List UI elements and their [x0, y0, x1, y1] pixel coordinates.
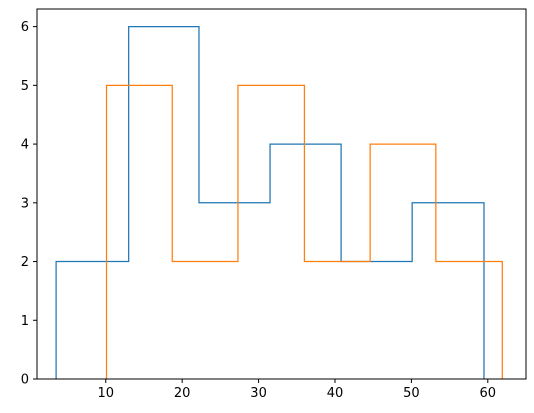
- y-axis: 0 1 2 3 4 5 6: [21, 20, 37, 388]
- x-tick-label: 30: [250, 386, 267, 401]
- series-1-step-outline: [55, 25, 485, 379]
- y-tick-label: 1: [21, 314, 29, 329]
- y-tick-label: 3: [21, 196, 29, 211]
- x-tick-label: 60: [480, 386, 497, 401]
- y-tick-label: 6: [21, 20, 29, 35]
- series-2-step-outline: [105, 84, 503, 379]
- series-layer: [55, 25, 503, 379]
- x-tick-label: 20: [174, 386, 191, 401]
- x-tick-label: 10: [97, 386, 114, 401]
- y-tick-label: 4: [21, 138, 29, 153]
- x-axis: 10 20 30 40 50 60: [97, 379, 496, 401]
- y-tick-label: 2: [21, 255, 29, 270]
- x-tick-label: 50: [403, 386, 420, 401]
- axes-border: [36, 8, 527, 380]
- x-tick-label: 40: [327, 386, 344, 401]
- y-tick-label: 0: [21, 373, 29, 388]
- y-tick-label: 5: [21, 79, 29, 94]
- plot-frame: [36, 8, 527, 380]
